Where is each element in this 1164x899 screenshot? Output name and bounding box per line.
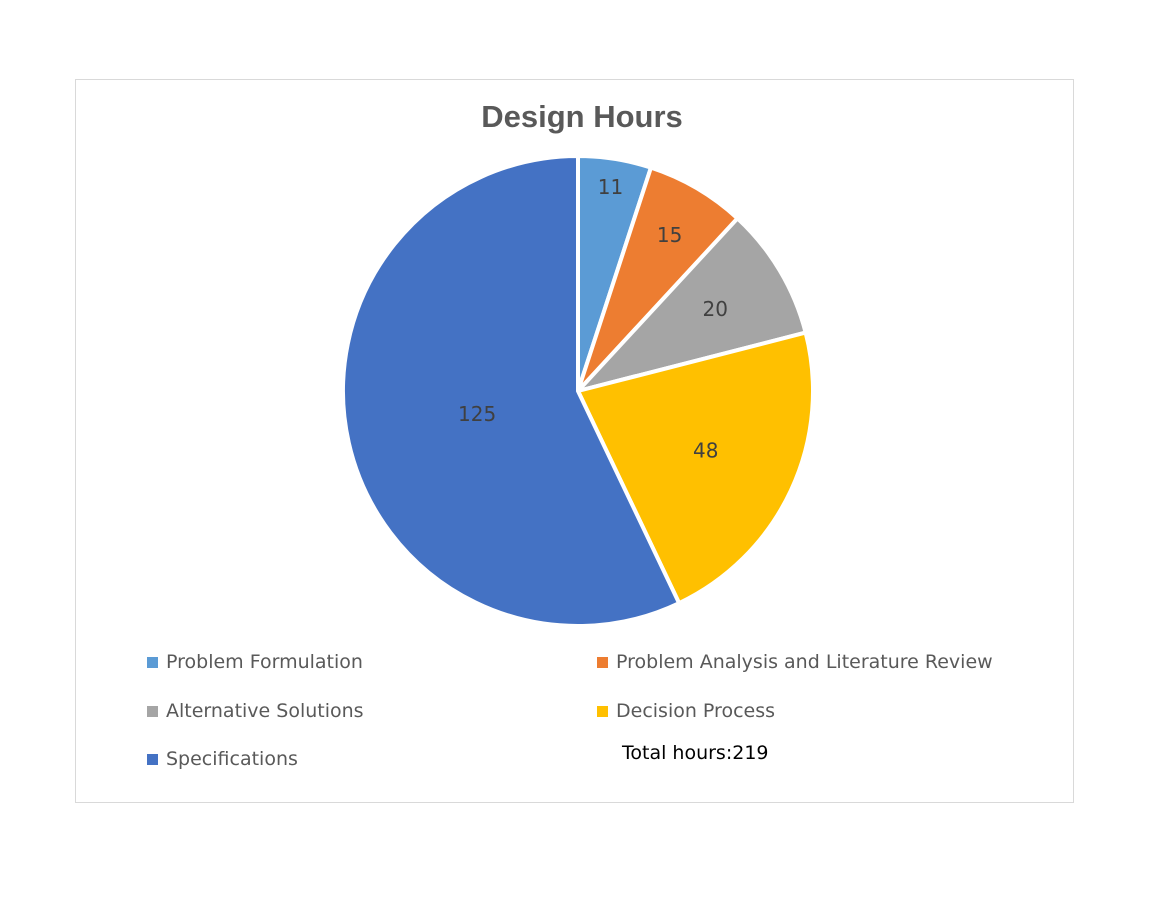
legend-item-problem-formulation: Problem Formulation xyxy=(147,651,363,673)
legend-label-alternative-solutions: Alternative Solutions xyxy=(166,700,364,722)
data-label-problem-formulation: 11 xyxy=(598,175,623,199)
legend-swatch-specifications xyxy=(147,753,158,765)
legend-label-problem-formulation: Problem Formulation xyxy=(166,651,363,673)
legend-swatch-problem-analysis xyxy=(597,656,608,668)
legend-item-alternative-solutions: Alternative Solutions xyxy=(147,700,364,722)
pie-slice-alternative-solutions xyxy=(576,216,808,393)
data-label-specifications: 125 xyxy=(458,402,496,426)
legend-item-specifications: Specifications xyxy=(147,748,298,770)
legend-label-decision-process: Decision Process xyxy=(616,700,776,722)
total-hours-text: Total hours:219 xyxy=(622,742,769,764)
chart-title: Design Hours xyxy=(481,99,683,134)
legend-swatch-alternative-solutions xyxy=(147,705,158,717)
legend-label-problem-analysis: Problem Analysis and Literature Review xyxy=(616,651,993,673)
data-label-decision-process: 48 xyxy=(693,439,718,463)
pie-slice-specifications xyxy=(341,154,682,628)
data-label-problem-analysis: 15 xyxy=(657,223,682,247)
legend-item-decision-process: Decision Process xyxy=(597,700,775,722)
legend-label-specifications: Specifications xyxy=(166,748,298,770)
data-label-alternative-solutions: 20 xyxy=(703,297,728,321)
legend-swatch-decision-process xyxy=(597,705,608,717)
legend-swatch-problem-formulation xyxy=(147,656,158,668)
pie-slice-decision-process xyxy=(576,330,815,606)
legend-item-problem-analysis: Problem Analysis and Literature Review xyxy=(597,651,993,673)
